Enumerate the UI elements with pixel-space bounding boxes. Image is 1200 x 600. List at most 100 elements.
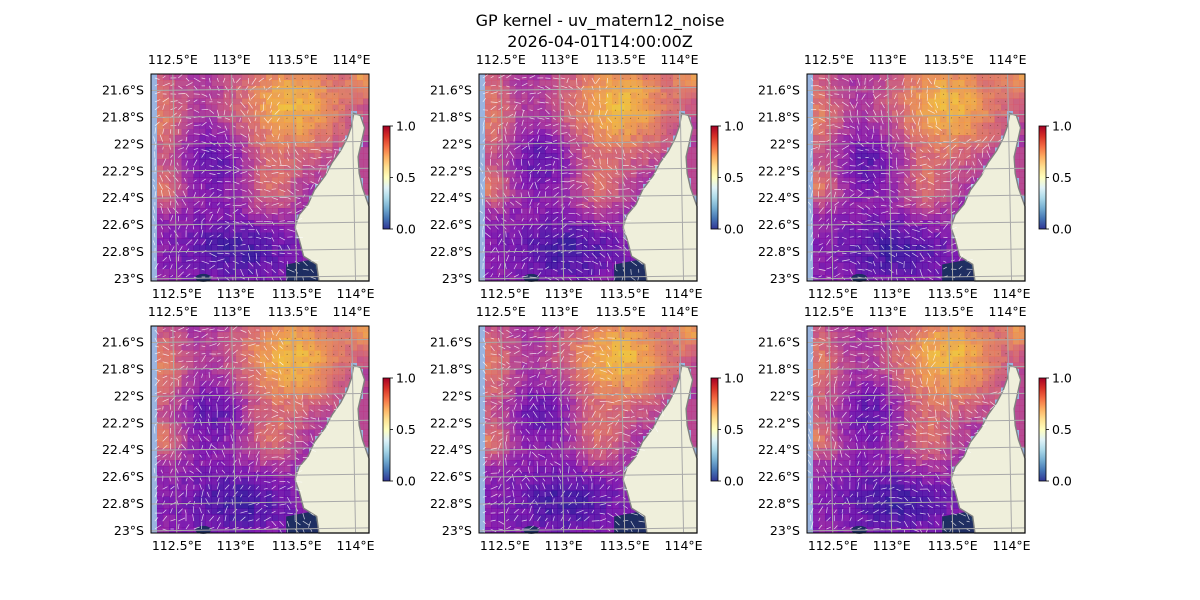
field-cell [175,250,182,258]
field-cell [624,104,631,111]
field-cell [302,74,309,81]
field-cell [861,165,868,172]
vector-arrow [818,109,827,112]
field-cell [163,268,170,276]
vector-arrow [490,273,494,278]
lat-tick-label: 22.6°S [430,217,472,232]
vector-arrow [247,157,251,161]
vector-arrow [529,96,534,103]
field-cell [199,80,206,87]
field-cell [575,140,583,148]
field-cell [332,74,340,81]
field-cell [861,244,868,251]
field-cell [934,122,941,130]
field-cell [241,195,249,203]
field-cell [964,128,971,136]
vector-arrow [1005,116,1007,119]
field-cell [928,92,935,99]
vector-arrow [513,274,520,278]
field-cell [982,116,990,124]
field-cell [606,122,613,130]
vector-arrow [599,133,602,137]
vector-arrow [505,153,509,158]
vector-arrow [622,205,630,209]
colorbar-tick-label: 0.0 [724,222,744,237]
field-cell [314,147,321,154]
vector-arrow [927,229,933,234]
field-cell [344,110,352,118]
field-cell [813,189,820,197]
field-cell [205,256,212,264]
vector-arrow [857,220,864,225]
vector-arrow [583,229,589,233]
field-cell [527,165,534,172]
field-cell [819,177,826,184]
vector-arrow [872,109,877,116]
field-cell [278,177,285,184]
vector-arrow [818,275,822,278]
vector-arrow [193,267,198,270]
vector-arrow [193,148,199,150]
field-cell [260,140,267,148]
field-cell [175,262,182,270]
vector-arrow [849,236,854,238]
field-cell [181,171,188,178]
vector-arrow [568,109,571,116]
vector-arrow [834,165,842,168]
field-cell [569,153,577,160]
field-cell [217,110,225,118]
vector-arrow [177,225,181,230]
field-cell [879,134,887,142]
field-cell [521,268,528,276]
field-cell [837,189,844,197]
vector-arrow [209,109,215,114]
field-cell [594,122,601,130]
field-cell [545,104,553,111]
vector-arrow [943,250,951,254]
field-cell [266,238,273,245]
vector-arrow [630,172,638,174]
vector-arrow [513,104,518,110]
vector-arrow [513,256,516,262]
field-cell [260,134,267,142]
field-cell [873,177,881,184]
field-cell [356,338,364,345]
field-cell [843,128,850,136]
field-cell [630,195,637,203]
field-cell [229,110,237,118]
vector-arrow [943,189,950,191]
field-cell [266,207,273,215]
field-cell [326,344,334,351]
vector-arrow [172,175,179,182]
field-cell [909,128,917,136]
field-cell [861,116,868,124]
field-cell [928,226,935,233]
field-cell [934,238,941,245]
vector-arrow [865,260,873,264]
field-cell [831,134,838,142]
field-cell [873,207,881,215]
vector-arrow [255,260,261,267]
field-cell [618,140,625,148]
lon-tick-label-bottom: 113.5°E [928,286,978,301]
field-cell [253,274,261,282]
vector-arrow [513,83,517,87]
field-cell [630,110,637,118]
field-cell [952,122,959,130]
field-cell [205,116,212,124]
vector-arrow [318,175,321,182]
field-cell [497,110,504,118]
field-cell [266,232,273,239]
field-cell [272,274,279,282]
field-cell [843,183,850,191]
field-cell [509,214,516,221]
field-cell [266,147,273,154]
vector-arrow [896,229,901,234]
vector-arrow [927,210,934,214]
vector-arrow [529,217,532,222]
field-cell [909,134,917,142]
field-cell [624,140,631,148]
field-cell [563,195,571,203]
field-cell [581,201,589,209]
field-cell [897,189,905,197]
